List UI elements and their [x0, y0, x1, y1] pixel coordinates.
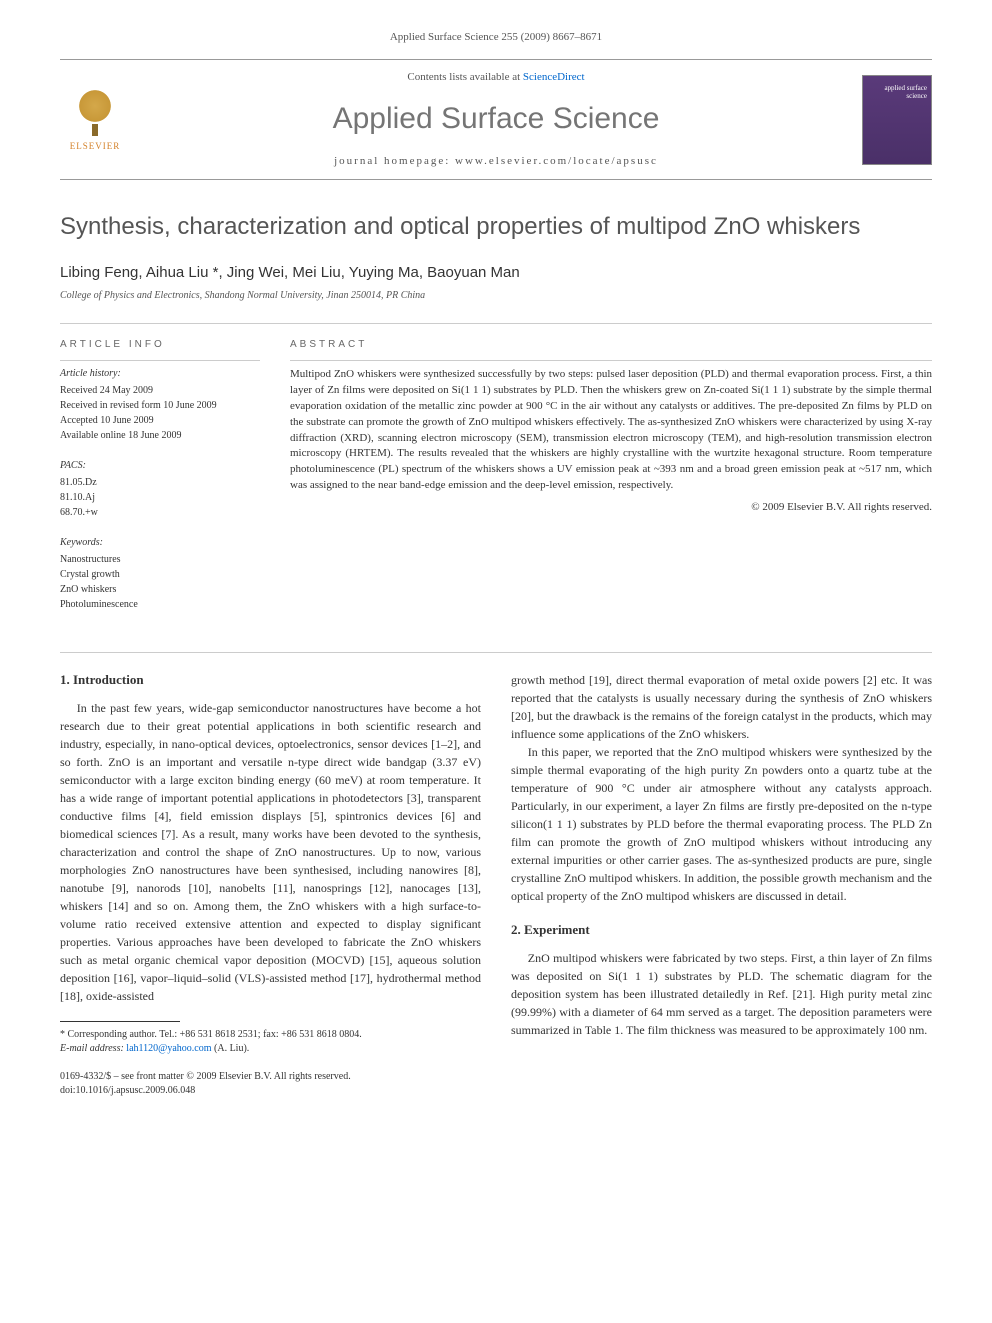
keyword-1: Nanostructures: [60, 552, 260, 567]
journal-homepage-line: journal homepage: www.elsevier.com/locat…: [146, 154, 846, 169]
article-info-heading: ARTICLE INFO: [60, 338, 260, 352]
keyword-3: ZnO whiskers: [60, 582, 260, 597]
email-label: E-mail address:: [60, 1043, 124, 1054]
abstract-copyright: © 2009 Elsevier B.V. All rights reserved…: [290, 500, 932, 515]
sciencedirect-link[interactable]: ScienceDirect: [523, 71, 585, 83]
masthead-center: Contents lists available at ScienceDirec…: [146, 70, 846, 169]
pacs-code-1: 81.05.Dz: [60, 475, 260, 490]
online-date: Available online 18 June 2009: [60, 428, 260, 443]
section-2-title: 2. Experiment: [511, 921, 932, 939]
elsevier-tree-icon: [70, 86, 120, 136]
revised-date: Received in revised form 10 June 2009: [60, 398, 260, 413]
journal-name: Applied Surface Science: [146, 98, 846, 140]
journal-cover-thumbnail: applied surface science: [862, 75, 932, 165]
article-history-block: Article history: Received 24 May 2009 Re…: [60, 360, 260, 443]
left-column: 1. Introduction In the past few years, w…: [60, 671, 481, 1098]
paragraph-1: In the past few years, wide-gap semicond…: [60, 699, 481, 1005]
doi-line: doi:10.1016/j.apsusc.2009.06.048: [60, 1084, 481, 1098]
pacs-code-3: 68.70.+w: [60, 505, 260, 520]
corresponding-author-footnote: * Corresponding author. Tel.: +86 531 86…: [60, 1028, 481, 1056]
journal-cover-text: applied surface science: [867, 84, 927, 101]
contents-available-line: Contents lists available at ScienceDirec…: [146, 70, 846, 85]
accepted-date: Accepted 10 June 2009: [60, 413, 260, 428]
bottom-meta: 0169-4332/$ – see front matter © 2009 El…: [60, 1070, 481, 1098]
corr-email[interactable]: lah1120@yahoo.com: [126, 1043, 211, 1054]
paragraph-2: growth method [19], direct thermal evapo…: [511, 671, 932, 743]
abstract-text: Multipod ZnO whiskers were synthesized s…: [290, 360, 932, 495]
homepage-url: www.elsevier.com/locate/apsusc: [455, 155, 658, 167]
affiliation: College of Physics and Electronics, Shan…: [60, 289, 932, 303]
body-columns: 1. Introduction In the past few years, w…: [60, 652, 932, 1098]
email-suffix: (A. Liu).: [214, 1043, 249, 1054]
paragraph-3: In this paper, we reported that the ZnO …: [511, 743, 932, 905]
paragraph-4: ZnO multipod whiskers were fabricated by…: [511, 949, 932, 1039]
elsevier-publisher-name: ELSEVIER: [70, 140, 121, 153]
keywords-block: Keywords: Nanostructures Crystal growth …: [60, 530, 260, 612]
masthead: ELSEVIER Contents lists available at Sci…: [60, 59, 932, 180]
pacs-label: PACS:: [60, 459, 260, 473]
article-title: Synthesis, characterization and optical …: [60, 210, 932, 244]
homepage-prefix: journal homepage:: [334, 155, 455, 167]
abstract-heading: ABSTRACT: [290, 338, 932, 352]
received-date: Received 24 May 2009: [60, 383, 260, 398]
author-list: Libing Feng, Aihua Liu *, Jing Wei, Mei …: [60, 262, 932, 283]
keyword-4: Photoluminescence: [60, 597, 260, 612]
citation-header: Applied Surface Science 255 (2009) 8667–…: [60, 30, 932, 45]
elsevier-logo: ELSEVIER: [60, 80, 130, 160]
article-info-column: ARTICLE INFO Article history: Received 2…: [60, 338, 260, 622]
section-1-title: 1. Introduction: [60, 671, 481, 689]
keyword-2: Crystal growth: [60, 567, 260, 582]
history-label: Article history:: [60, 367, 260, 381]
abstract-column: ABSTRACT Multipod ZnO whiskers were synt…: [290, 338, 932, 622]
footnote-separator: [60, 1021, 180, 1022]
issn-line: 0169-4332/$ – see front matter © 2009 El…: [60, 1070, 481, 1084]
right-column: growth method [19], direct thermal evapo…: [511, 671, 932, 1098]
info-abstract-row: ARTICLE INFO Article history: Received 2…: [60, 323, 932, 622]
contents-prefix: Contents lists available at: [407, 71, 522, 83]
pacs-block: PACS: 81.05.Dz 81.10.Aj 68.70.+w: [60, 453, 260, 520]
corr-author-contact: * Corresponding author. Tel.: +86 531 86…: [60, 1028, 481, 1042]
pacs-code-2: 81.10.Aj: [60, 490, 260, 505]
keywords-label: Keywords:: [60, 536, 260, 550]
